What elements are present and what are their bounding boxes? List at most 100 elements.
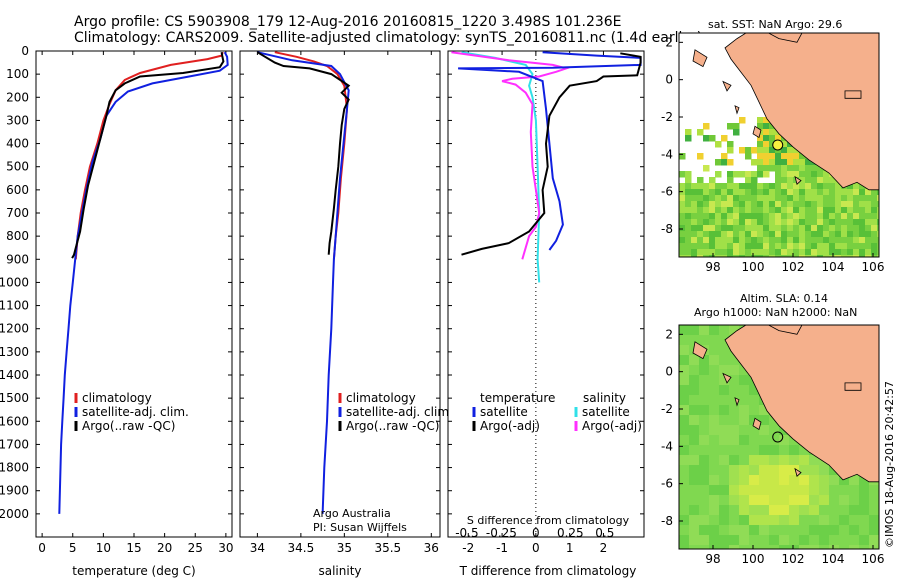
pi-note: PI: Susan Wijffels [313,521,407,534]
temperature-axis-label: temperature (deg C) [72,564,195,578]
latitude-tick-label: -6 [661,477,673,491]
bangka-north [844,382,862,391]
depth-tick-label: 300 [6,113,29,127]
difference-series [451,51,642,283]
x-tick-label: 15 [126,541,141,555]
depth-tick-label: 700 [6,206,29,220]
mentawai-island [752,417,762,431]
x-tick-label: 34 [250,541,265,555]
legend-label: climatology [82,391,152,405]
legend-label: Argo(..raw -QC) [82,419,175,433]
sst-map-title: sat. SST: NaN Argo: 29.6 [708,18,843,31]
satellite-adj-line [257,51,350,514]
latitude-tick-label: -4 [661,147,673,161]
depth-tick-label: 1400 [0,368,29,382]
latitude-tick-label: -8 [661,514,673,528]
salinity-axis-ticks: 34 34.5 35 35.5 36 [240,50,440,555]
difference-panel: -2 -1 0 1 2 -0.5 -0.25 0 0.25 0.5 S difference fr… [447,50,645,578]
x-tick-label: 10 [96,541,111,555]
x-tick-label: 35.5 [374,541,401,555]
satellite-adj-line [58,51,229,514]
legend-label: Argo(-adj) [480,419,540,433]
sst-map: 98 100 102 104 106 2 0 -2 -4 -6 -8 [661,32,884,274]
x-tick-label: 36 [424,541,439,555]
island-2 [734,105,740,115]
latitude-tick-label: -6 [661,185,673,199]
salinity-axis-label: salinity [318,564,361,578]
depth-tick-label: 200 [6,90,29,104]
legend-title-salinity: salinity [583,391,626,405]
map-frame [678,32,880,258]
longitude-tick-label: 104 [822,260,845,274]
depth-tick-label: 1900 [0,484,29,498]
nias-island [692,49,708,68]
longitude-tick-label: 98 [705,260,720,274]
longitude-tick-label: 100 [742,552,765,566]
longitude-tick-label: 106 [862,552,885,566]
figure-title-line1: Argo profile: CS 5903908_179 12-Aug-2016… [74,14,622,30]
sal-satellite-diff-line [461,51,541,283]
latitude-tick-label: -4 [661,439,673,453]
altimetry-map-title-2: Argo h1000: NaN h2000: NaN [694,306,858,319]
legend-label: satellite-adj. clim. [82,405,189,419]
legend-label: Argo(..raw -QC) [346,419,439,433]
x-tick-label: 1 [566,541,574,555]
mentawai-island [752,125,762,139]
legend-label: Argo(-adj) [582,419,642,433]
x-tick-label: -1 [496,541,508,555]
depth-tick-label: 2000 [0,507,29,521]
latitude-tick-label: -8 [661,222,673,236]
depth-tick-label: 1700 [0,437,29,451]
s-difference-label: S difference from climatology [467,514,630,527]
enggano-island [794,467,802,477]
longitude-tick-label: 100 [742,260,765,274]
s-tick-label: 0.5 [595,526,614,540]
temperature-panel: 0100200300400500600700800900100011001200… [0,44,234,578]
depth-axis-ticks: 0 100 200 300 400 500 600 700 800 900 1000 1100 1200… [0,44,29,521]
depth-tick-label: 800 [6,229,29,243]
s-tick-label: 0 [532,526,540,540]
argo-position-marker [772,139,784,151]
legend-label: climatology [346,391,416,405]
land [692,33,879,191]
depth-tick-label: 1600 [0,414,29,428]
depth-tick-label: 1200 [0,322,29,336]
sal-argo-diff-line [451,51,570,260]
map-frame [678,324,880,550]
x-tick-label: 20 [157,541,172,555]
latitude-tick-label: 2 [665,327,673,341]
nias-island [692,341,708,360]
x-tick-label: 34.5 [288,541,315,555]
land [692,325,879,483]
x-tick-label: 35 [337,541,352,555]
peninsula [767,33,803,43]
temperature-series [58,51,229,514]
legend-label: satellite [480,405,528,419]
x-tick-label: 2 [600,541,608,555]
legend-label: satellite [582,405,630,419]
latitude-tick-label: -2 [661,110,673,124]
difference-legend: temperature salinitysatelliteArgo(-adj)sa… [472,391,642,433]
s-tick-label: 0.25 [557,526,584,540]
depth-tick-label: 1300 [0,345,29,359]
depth-tick-label: 600 [6,183,29,197]
sumatra-mainland [724,325,879,483]
argo-line [71,52,225,259]
legend-title-temperature: temperature [480,391,555,405]
legend-label: satellite-adj. clim. [346,405,453,419]
depth-tick-label: 1000 [0,275,29,289]
x-tick-label: 30 [218,541,233,555]
peninsula [767,325,803,335]
longitude-tick-label: 104 [822,552,845,566]
latitude-tick-label: 2 [665,35,673,49]
island-1 [722,372,732,384]
temperature-axis-ticks: 0 5 10 15 20 25 30 [36,50,234,555]
depth-tick-label: 400 [6,137,29,151]
temp-argo-diff-line [461,52,642,256]
s-tick-label: -0.25 [486,526,517,540]
depth-tick-label: 900 [6,252,29,266]
s-tick-label: -0.5 [455,526,478,540]
